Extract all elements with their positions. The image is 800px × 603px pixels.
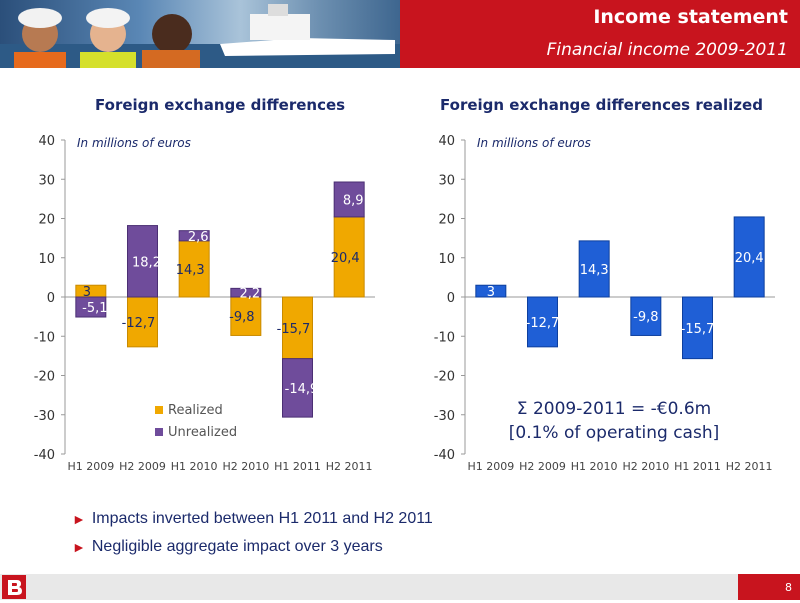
data-label: 20,4: [331, 251, 360, 266]
y-tick-label: 0: [47, 291, 55, 306]
data-label: 8,9: [343, 193, 364, 208]
x-tick-label: H1 2009: [67, 460, 114, 473]
bar: [578, 240, 610, 298]
y-tick-label: 10: [38, 252, 55, 267]
x-tick-label: H2 2009: [119, 460, 166, 473]
header-photo-illustration: [0, 4, 400, 68]
bar: [333, 181, 365, 218]
x-tick-label: H2 2010: [222, 460, 269, 473]
bar: [75, 296, 107, 318]
y-tick-label: -10: [34, 330, 55, 345]
y-tick-label: -40: [434, 448, 455, 463]
chart-annotation: Σ 2009-2011 = -€0.6m: [517, 399, 711, 419]
x-tick-label: H2 2009: [519, 460, 566, 473]
header-photo: [0, 0, 400, 68]
data-label: -9,8: [229, 310, 254, 325]
x-tick-label: H2 2010: [622, 460, 669, 473]
data-label: -14,9: [285, 382, 319, 397]
bullet-arrow-icon: ►: [72, 511, 86, 527]
data-label: -15,7: [681, 322, 715, 337]
page-title: Income statement: [593, 6, 788, 28]
y-tick-label: -20: [434, 370, 455, 385]
data-label: 3: [83, 285, 91, 300]
left-chart: 40 30 20 10 0 -10 -20 -30 -40 In millions of euro…: [34, 134, 375, 473]
bar: [178, 240, 210, 298]
x-tick-label: H1 2010: [571, 460, 618, 473]
y-tick-label: -10: [434, 330, 455, 345]
y-tick-label: -40: [34, 448, 55, 463]
y-tick-label: 40: [38, 134, 55, 149]
bullet-text: Impacts inverted between H1 2011 and H2 …: [91, 510, 433, 527]
data-label: -9,8: [633, 310, 658, 325]
y-tick-label: 20: [438, 213, 455, 228]
bar: [682, 296, 713, 360]
bar: [333, 216, 365, 298]
bullet-arrow-icon: ►: [72, 539, 86, 555]
bar: [527, 296, 558, 348]
y-tick-label: 0: [447, 291, 455, 306]
header-banner: Income statement Financial income 2009-2…: [400, 0, 800, 68]
x-tick-label: H1 2011: [274, 460, 321, 473]
data-label: 3: [487, 285, 495, 300]
y-tick-label: 20: [38, 213, 55, 228]
bar: [475, 284, 507, 298]
bar: [733, 216, 765, 298]
y-tick-label: 10: [438, 252, 455, 267]
legend-label: Realized: [168, 403, 223, 418]
chart-annotation: [0.1% of operating cash]: [509, 423, 719, 443]
x-tick-label: H1 2009: [467, 460, 514, 473]
left-chart-title: Foreign exchange differences: [95, 96, 346, 114]
y-tick-label: -30: [434, 409, 455, 424]
x-tick-label: H1 2011: [674, 460, 721, 473]
bullet-item: ► Negligible aggregate impact over 3 yea…: [72, 533, 433, 561]
data-label: -15,7: [277, 322, 311, 337]
page-number: 8: [738, 574, 800, 600]
bar: [127, 225, 158, 298]
bullet-list: ► Impacts inverted between H1 2011 and H…: [72, 505, 433, 561]
y-tick-label: -30: [34, 409, 55, 424]
page-subtitle: Financial income 2009-2011: [546, 40, 788, 60]
legend-label: Unrealized: [168, 425, 237, 440]
company-logo: [2, 575, 26, 599]
y-tick-label: 30: [38, 173, 55, 188]
data-label: -12,7: [122, 316, 156, 331]
data-label: 18,2: [132, 255, 161, 270]
y-tick-label: 40: [438, 134, 455, 149]
footer-bar: [0, 574, 800, 600]
data-label: 14,3: [176, 263, 205, 278]
data-label: 2,2: [239, 287, 260, 302]
legend-swatch: [155, 428, 163, 436]
bullet-item: ► Impacts inverted between H1 2011 and H…: [72, 505, 433, 533]
x-tick-label: H1 2010: [171, 460, 218, 473]
y-tick-label: -20: [34, 370, 55, 385]
bullet-text: Negligible aggregate impact over 3 years: [91, 538, 383, 555]
bar: [282, 358, 313, 418]
header: Income statement Financial income 2009-2…: [0, 0, 800, 68]
right-chart: 40 30 20 10 0 -10 -20 -30 -40 In millions of euro…: [434, 134, 775, 473]
unit-note: In millions of euros: [77, 136, 191, 150]
bar: [230, 287, 262, 298]
x-tick-label: H2 2011: [726, 460, 773, 473]
legend-swatch: [155, 406, 163, 414]
bar: [630, 296, 662, 336]
bar: [230, 296, 262, 336]
y-tick-label: 30: [438, 173, 455, 188]
logo-icon: [8, 580, 22, 595]
bar: [178, 230, 210, 242]
data-label: -5,1: [82, 301, 107, 316]
data-label: 2,6: [188, 230, 209, 245]
x-tick-label: H2 2011: [326, 460, 373, 473]
data-label: 20,4: [735, 251, 764, 266]
unit-note: In millions of euros: [477, 136, 591, 150]
data-label: -12,7: [526, 316, 560, 331]
right-chart-title: Foreign exchange differences realized: [440, 96, 763, 114]
data-label: 14,3: [580, 263, 609, 278]
